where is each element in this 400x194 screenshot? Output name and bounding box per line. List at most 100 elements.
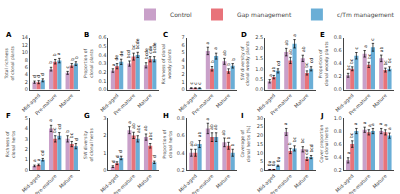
svg-text:d: d [40,73,45,76]
svg-text:Pre-mature: Pre-mature [347,92,371,116]
svg-text:d: d [74,138,79,141]
svg-text:abc: abc [148,132,153,141]
svg-text:a: a [292,34,297,37]
svg-text:a: a [56,52,61,55]
svg-text:c/Tm management: c/Tm management [337,11,395,19]
svg-text:de: de [114,55,119,61]
svg-text:bcde: bcde [144,48,149,59]
svg-text:Mature: Mature [371,173,388,190]
svg-text:c: c [354,46,359,49]
svg-text:d: d [36,75,41,78]
svg-text:b: b [230,143,235,146]
svg-text:10: 10 [22,49,28,55]
svg-text:bcd: bcd [309,144,314,152]
svg-text:0: 0 [25,86,28,92]
svg-text:Pre-mature: Pre-mature [347,173,371,194]
svg-text:4: 4 [182,57,185,63]
svg-text:1: 1 [103,150,106,156]
svg-text:2.0: 2.0 [255,45,263,51]
svg-text:Mature: Mature [58,173,75,190]
svg-text:a: a [205,42,210,45]
svg-text:bc: bc [52,127,57,133]
svg-text:bcde: bcde [152,42,157,53]
svg-text:Pre-mature: Pre-mature [34,173,58,194]
svg-text:b: b [65,130,70,133]
svg-text:1: 1 [25,156,28,162]
svg-text:Mid-aged: Mid-aged [334,173,355,194]
svg-text:1: 1 [182,79,185,85]
svg-text:Mid-aged: Mid-aged [177,173,198,194]
svg-text:0.3: 0.3 [98,60,106,66]
svg-text:cd: cd [276,61,281,66]
svg-text:Mature: Mature [214,173,231,190]
svg-text:b: b [231,58,236,61]
svg-text:0.6: 0.6 [177,132,185,138]
svg-text:b: b [210,60,215,63]
svg-text:c: c [189,82,194,85]
svg-text:E: E [320,31,325,39]
svg-text:0.4: 0.4 [334,154,342,160]
svg-text:Mid-aged: Mid-aged [20,92,41,113]
svg-text:bc: bc [349,132,354,138]
svg-text:0.0: 0.0 [98,86,106,92]
svg-text:Pre-mature: Pre-mature [112,92,136,116]
svg-text:a: a [363,45,368,48]
svg-text:cd: cd [304,149,309,154]
svg-text:0.4: 0.4 [177,150,185,156]
svg-text:0.6: 0.6 [98,34,106,40]
svg-text:b: b [70,58,75,61]
svg-text:b: b [193,143,198,146]
svg-text:a: a [205,118,210,121]
svg-text:0.6: 0.6 [334,47,342,53]
svg-text:Proportion ofclonal plants: Proportion ofclonal plants [83,49,94,78]
svg-text:bc: bc [349,58,354,64]
svg-text:Gap management: Gap management [237,11,292,19]
svg-text:bc: bc [131,44,136,50]
svg-text:Mature: Mature [58,92,75,109]
svg-text:I: I [241,112,244,120]
svg-text:Mature: Mature [136,92,153,109]
svg-text:Pre-mature: Pre-mature [34,92,58,116]
svg-text:a: a [268,74,273,77]
svg-text:abc: abc [136,124,141,133]
svg-text:bc: bc [300,138,305,144]
svg-text:Pre-mature: Pre-mature [191,92,215,116]
svg-text:Mid-aged: Mid-aged [256,92,277,113]
svg-text:B: B [84,31,89,39]
svg-text:5: 5 [25,115,28,121]
svg-text:bc: bc [367,53,372,59]
svg-text:1.5: 1.5 [255,55,263,61]
svg-text:Pre-mature: Pre-mature [112,173,136,194]
svg-text:b: b [74,56,79,59]
svg-text:bc: bc [69,132,74,138]
svg-text:ab: ab [131,123,136,129]
svg-text:Mid-aged: Mid-aged [99,92,120,113]
svg-text:0.0: 0.0 [334,86,342,92]
svg-text:ab: ab [189,141,194,147]
svg-text:ab: ab [213,124,218,130]
svg-text:cde: cde [148,45,153,53]
svg-text:20: 20 [257,132,263,138]
svg-text:0.5: 0.5 [255,76,263,82]
svg-text:SW diversity ofclonal woody pl: SW diversity ofclonal woody plants [240,40,251,85]
svg-text:a: a [367,124,372,127]
svg-text:Proportion ofclonal woody plan: Proportion ofclonal woody plants [318,41,329,86]
svg-text:Coverage ofclonal herbs (%): Coverage ofclonal herbs (%) [240,125,251,162]
svg-text:6: 6 [25,64,28,70]
svg-text:1.0: 1.0 [255,66,263,72]
svg-text:d: d [152,155,157,158]
svg-text:bc: bc [346,65,351,71]
svg-text:cd: cd [309,58,314,63]
svg-text:0.4: 0.4 [334,60,342,66]
svg-text:2: 2 [103,132,106,138]
svg-text:Control: Control [170,11,192,18]
svg-text:SW diversityof clonal herbs: SW diversityof clonal herbs [83,128,94,162]
svg-text:0: 0 [103,167,106,173]
svg-text:d: d [115,155,120,158]
svg-text:d: d [118,150,123,153]
svg-text:Richness ofclonal herbs: Richness ofclonal herbs [5,130,16,158]
svg-text:0.2: 0.2 [334,167,342,173]
svg-text:Mid-aged: Mid-aged [99,173,120,194]
svg-text:Mature: Mature [293,173,310,190]
svg-text:a: a [383,124,388,127]
